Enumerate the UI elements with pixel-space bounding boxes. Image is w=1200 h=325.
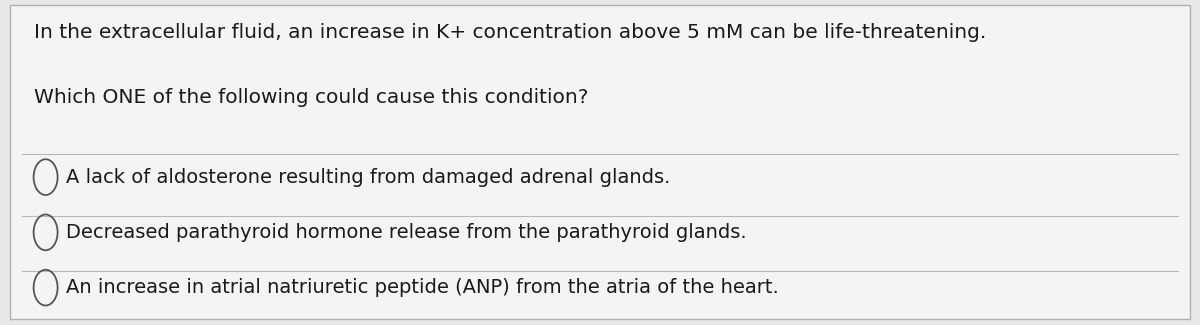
Text: An increase in atrial natriuretic peptide (ANP) from the atria of the heart.: An increase in atrial natriuretic peptid…: [66, 278, 779, 297]
Text: Which ONE of the following could cause this condition?: Which ONE of the following could cause t…: [34, 88, 588, 107]
Text: A lack of aldosterone resulting from damaged adrenal glands.: A lack of aldosterone resulting from dam…: [66, 168, 671, 187]
FancyBboxPatch shape: [10, 5, 1190, 318]
Text: In the extracellular fluid, an increase in K+ concentration above 5 mM can be li: In the extracellular fluid, an increase …: [34, 23, 986, 42]
Text: Decreased parathyroid hormone release from the parathyroid glands.: Decreased parathyroid hormone release fr…: [66, 223, 746, 242]
